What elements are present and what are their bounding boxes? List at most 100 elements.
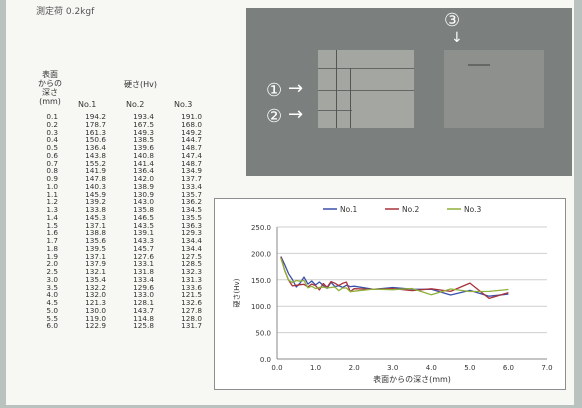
hardness-cell: 147.8 bbox=[85, 174, 106, 183]
hardness-cell: 122.9 bbox=[85, 321, 106, 331]
x-tick-label: 4.0 bbox=[426, 364, 437, 372]
hardness-cell: 125.8 bbox=[133, 321, 154, 331]
hardness-cell: 133.8 bbox=[85, 205, 106, 214]
arrow-icon: → bbox=[288, 78, 304, 99]
table-row: 0.3 161.3 149.3 149.2 bbox=[38, 127, 202, 137]
hardness-cell: 137.1 bbox=[85, 251, 106, 261]
hardness-cell: 138.8 bbox=[85, 228, 106, 238]
series-header-no2: No.2 bbox=[126, 100, 145, 109]
specimen-cross-section-right bbox=[444, 50, 544, 128]
series-line-no2 bbox=[280, 256, 509, 300]
hardness-cell: 140.8 bbox=[133, 150, 154, 160]
hardness-cell: 149.3 bbox=[133, 127, 154, 137]
depth-cell: 0.5 bbox=[46, 143, 58, 152]
hardness-cell: 141.9 bbox=[85, 166, 106, 176]
hardness-cell: 127.6 bbox=[133, 251, 154, 261]
hardness-cell: 139.2 bbox=[85, 197, 106, 207]
depth-cell: 1.0 bbox=[46, 181, 58, 191]
table-row: 1.0 140.3 138.9 133.4 bbox=[38, 181, 202, 191]
x-tick-label: 2.0 bbox=[349, 364, 360, 372]
table-row: 0.5 136.4 139.6 148.7 bbox=[38, 144, 202, 152]
y-tick-label: 0.0 bbox=[260, 356, 271, 364]
hardness-column-header: 硬さ(Hv) bbox=[124, 80, 157, 89]
hardness-cell: 138.5 bbox=[133, 135, 154, 145]
document-page: 測定荷 0.2kgf 表面 からの 深さ (mm) 硬さ(Hv) No.1 No… bbox=[6, 0, 574, 405]
hardness-cell: 114.8 bbox=[133, 313, 154, 323]
hardness-cell: 143.3 bbox=[133, 236, 154, 245]
hardness-cell: 139.5 bbox=[85, 243, 106, 253]
hardness-cell: 119.0 bbox=[85, 313, 106, 323]
callout-1: ① bbox=[266, 80, 283, 101]
hardness-cell: 137.9 bbox=[85, 259, 106, 269]
depth-cell: 1.4 bbox=[46, 212, 58, 222]
table-row: 0.6 143.8 140.8 147.4 bbox=[38, 150, 202, 160]
depth-cell: 0.2 bbox=[46, 119, 58, 129]
hardness-cell: 121.3 bbox=[85, 298, 106, 307]
hardness-cell: 161.3 bbox=[85, 127, 106, 137]
depth-cell: 0.3 bbox=[46, 127, 58, 137]
hardness-cell: 134.9 bbox=[181, 166, 202, 176]
hardness-cell: 137.1 bbox=[85, 220, 106, 230]
hardness-cell: 139.6 bbox=[133, 143, 154, 152]
measurement-load-note: 測定荷 0.2kgf bbox=[36, 7, 95, 17]
hardness-cell: 145.7 bbox=[133, 243, 154, 253]
hardness-cell: 128.5 bbox=[181, 259, 202, 269]
hardness-cell: 145.3 bbox=[85, 212, 106, 222]
depth-cell: 0.1 bbox=[46, 112, 58, 121]
callout-3: ③ bbox=[444, 10, 461, 31]
depth-cell: 4.0 bbox=[46, 290, 58, 300]
series-header-no3: No.3 bbox=[174, 100, 193, 109]
table-row: 0.4 150.6 138.5 144.7 bbox=[38, 136, 202, 144]
x-tick-label: 6.0 bbox=[503, 364, 514, 372]
depth-cell: 0.8 bbox=[46, 166, 58, 176]
depth-header-line: (mm) bbox=[39, 97, 61, 106]
table-row: 5.5 119.0 114.8 128.0 bbox=[38, 313, 202, 323]
hardness-cell: 147.4 bbox=[181, 150, 202, 160]
table-row: 0.8 141.9 136.4 134.9 bbox=[38, 167, 202, 175]
specimen-photo: ① → ② → ③ ↓ bbox=[246, 8, 572, 176]
depth-cell: 0.6 bbox=[46, 150, 58, 160]
hardness-cell: 143.7 bbox=[133, 305, 154, 315]
table-row: 3.5 132.2 129.6 133.6 bbox=[38, 282, 202, 292]
y-tick-label: 200.0 bbox=[251, 250, 271, 258]
table-row: 5.0 130.0 143.7 127.8 bbox=[38, 305, 202, 315]
table-row: 1.3 133.8 135.8 134.5 bbox=[38, 206, 202, 214]
depth-header-line: からの bbox=[38, 79, 62, 88]
hardness-cell: 148.7 bbox=[181, 158, 202, 168]
series-header-no1: No.1 bbox=[78, 100, 97, 109]
x-tick-label: 5.0 bbox=[464, 364, 475, 372]
hardness-cell: 135.7 bbox=[181, 189, 202, 199]
hardness-cell: 168.0 bbox=[181, 119, 202, 129]
depth-header-line: 表面 bbox=[42, 70, 58, 79]
y-tick-label: 50.0 bbox=[255, 330, 271, 338]
x-tick-label: 1.0 bbox=[310, 364, 321, 372]
depth-column-header: 表面 からの 深さ (mm) bbox=[36, 70, 64, 106]
hardness-cell: 136.4 bbox=[85, 143, 106, 152]
table-row: 3.0 135.4 133.4 131.3 bbox=[38, 274, 202, 284]
y-tick-label: 150.0 bbox=[251, 277, 271, 285]
hardness-cell: 178.7 bbox=[85, 119, 106, 129]
hardness-cell: 134.5 bbox=[181, 205, 202, 214]
hardness-cell: 155.2 bbox=[85, 158, 106, 168]
table-row: 2.0 137.9 133.1 128.5 bbox=[38, 260, 202, 268]
hardness-cell: 138.9 bbox=[133, 181, 154, 191]
hardness-cell: 143.5 bbox=[133, 220, 154, 230]
depth-cell: 3.0 bbox=[46, 274, 58, 284]
hardness-cell: 133.6 bbox=[181, 282, 202, 292]
hardness-cell: 131.8 bbox=[133, 267, 154, 276]
table-row: 0.9 147.8 142.0 137.7 bbox=[38, 175, 202, 183]
hardness-cell: 136.4 bbox=[133, 166, 154, 176]
hardness-cell: 130.9 bbox=[133, 189, 154, 199]
hardness-chart: 0.0 50.0 100.0 150.0 200.0 250.0 0.0 1.0 2.0 3.0 4… bbox=[214, 198, 566, 390]
y-tick-label: 250.0 bbox=[251, 224, 271, 232]
table-row: 1.7 135.6 143.3 134.4 bbox=[38, 237, 202, 245]
hardness-cell: 140.3 bbox=[85, 181, 106, 191]
table-row: 2.5 132.1 131.8 132.3 bbox=[38, 268, 202, 276]
hardness-cell: 135.5 bbox=[181, 212, 202, 222]
arrow-icon: → bbox=[288, 104, 304, 125]
hardness-cell: 132.1 bbox=[85, 267, 106, 276]
depth-cell: 0.9 bbox=[46, 174, 58, 183]
depth-cell: 3.5 bbox=[46, 282, 58, 292]
table-row: 1.1 145.9 130.9 135.7 bbox=[38, 189, 202, 199]
hardness-cell: 150.6 bbox=[85, 135, 106, 145]
